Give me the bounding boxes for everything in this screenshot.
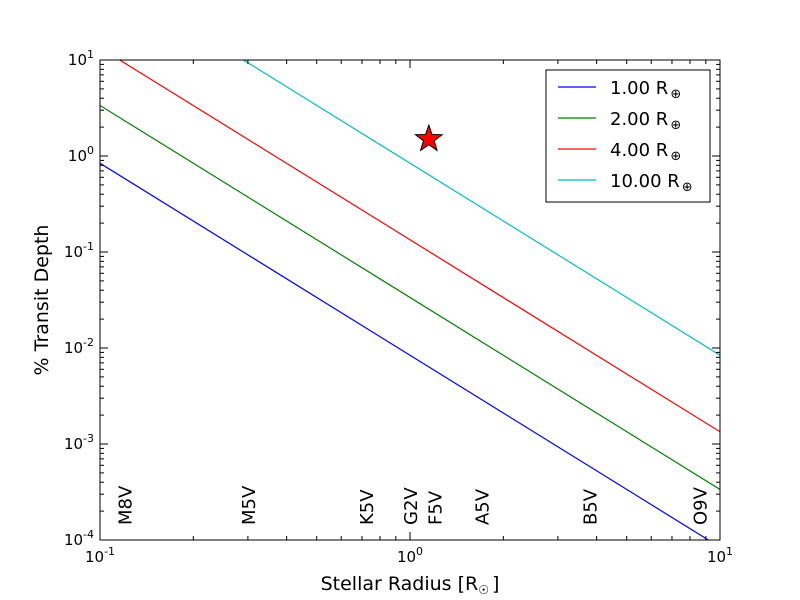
x-tick-label: 101 bbox=[707, 545, 733, 566]
y-axis: 10-4 10-3 10-2 10-1 100 101 bbox=[64, 48, 720, 549]
y-tick-label: 10-1 bbox=[64, 240, 94, 261]
annotation-g2v: G2V bbox=[401, 487, 422, 525]
y-tick-label: 100 bbox=[68, 144, 94, 165]
y-axis-label: % Transit Depth bbox=[31, 225, 53, 376]
annotation-f5v: F5V bbox=[426, 490, 447, 525]
legend-label-0: 1.00 R ⊕ bbox=[610, 78, 681, 102]
legend-label-3: 10.00 R ⊕ bbox=[610, 171, 693, 195]
legend-label-1: 2.00 R ⊕ bbox=[610, 109, 681, 133]
series-line-1 bbox=[100, 104, 720, 490]
annotation-m8v: M8V bbox=[116, 485, 137, 525]
series-line-0 bbox=[100, 162, 710, 540]
x-tick-label: 100 bbox=[397, 545, 423, 566]
star-marker bbox=[414, 123, 444, 152]
legend-label-2: 4.00 R ⊕ bbox=[610, 140, 681, 164]
annotation-a5v: A5V bbox=[472, 488, 493, 525]
spectral-type-annotations: M8V M5V K5V G2V F5V A5V B5V O9V bbox=[116, 485, 712, 525]
series-line-3 bbox=[242, 60, 720, 356]
annotation-m5v: M5V bbox=[239, 485, 260, 525]
annotation-b5v: B5V bbox=[581, 488, 602, 525]
x-axis-label: Stellar Radius [R☉] bbox=[321, 573, 500, 597]
legend: 1.00 R ⊕ 2.00 R ⊕ 4.00 R ⊕ 10.00 R ⊕ bbox=[545, 69, 711, 203]
x-tick-label: 10-1 bbox=[85, 545, 115, 566]
y-tick-label: 10-4 bbox=[64, 528, 94, 549]
series-lines bbox=[100, 60, 720, 540]
y-tick-label: 10-3 bbox=[64, 432, 94, 453]
series-line-2 bbox=[118, 60, 720, 433]
annotation-k5v: K5V bbox=[357, 489, 378, 525]
y-tick-label: 101 bbox=[68, 48, 94, 69]
y-tick-label: 10-2 bbox=[64, 336, 94, 357]
marker-layer bbox=[414, 123, 444, 152]
annotation-o9v: O9V bbox=[691, 486, 712, 525]
x-axis: 10-1 100 101 bbox=[85, 60, 733, 566]
